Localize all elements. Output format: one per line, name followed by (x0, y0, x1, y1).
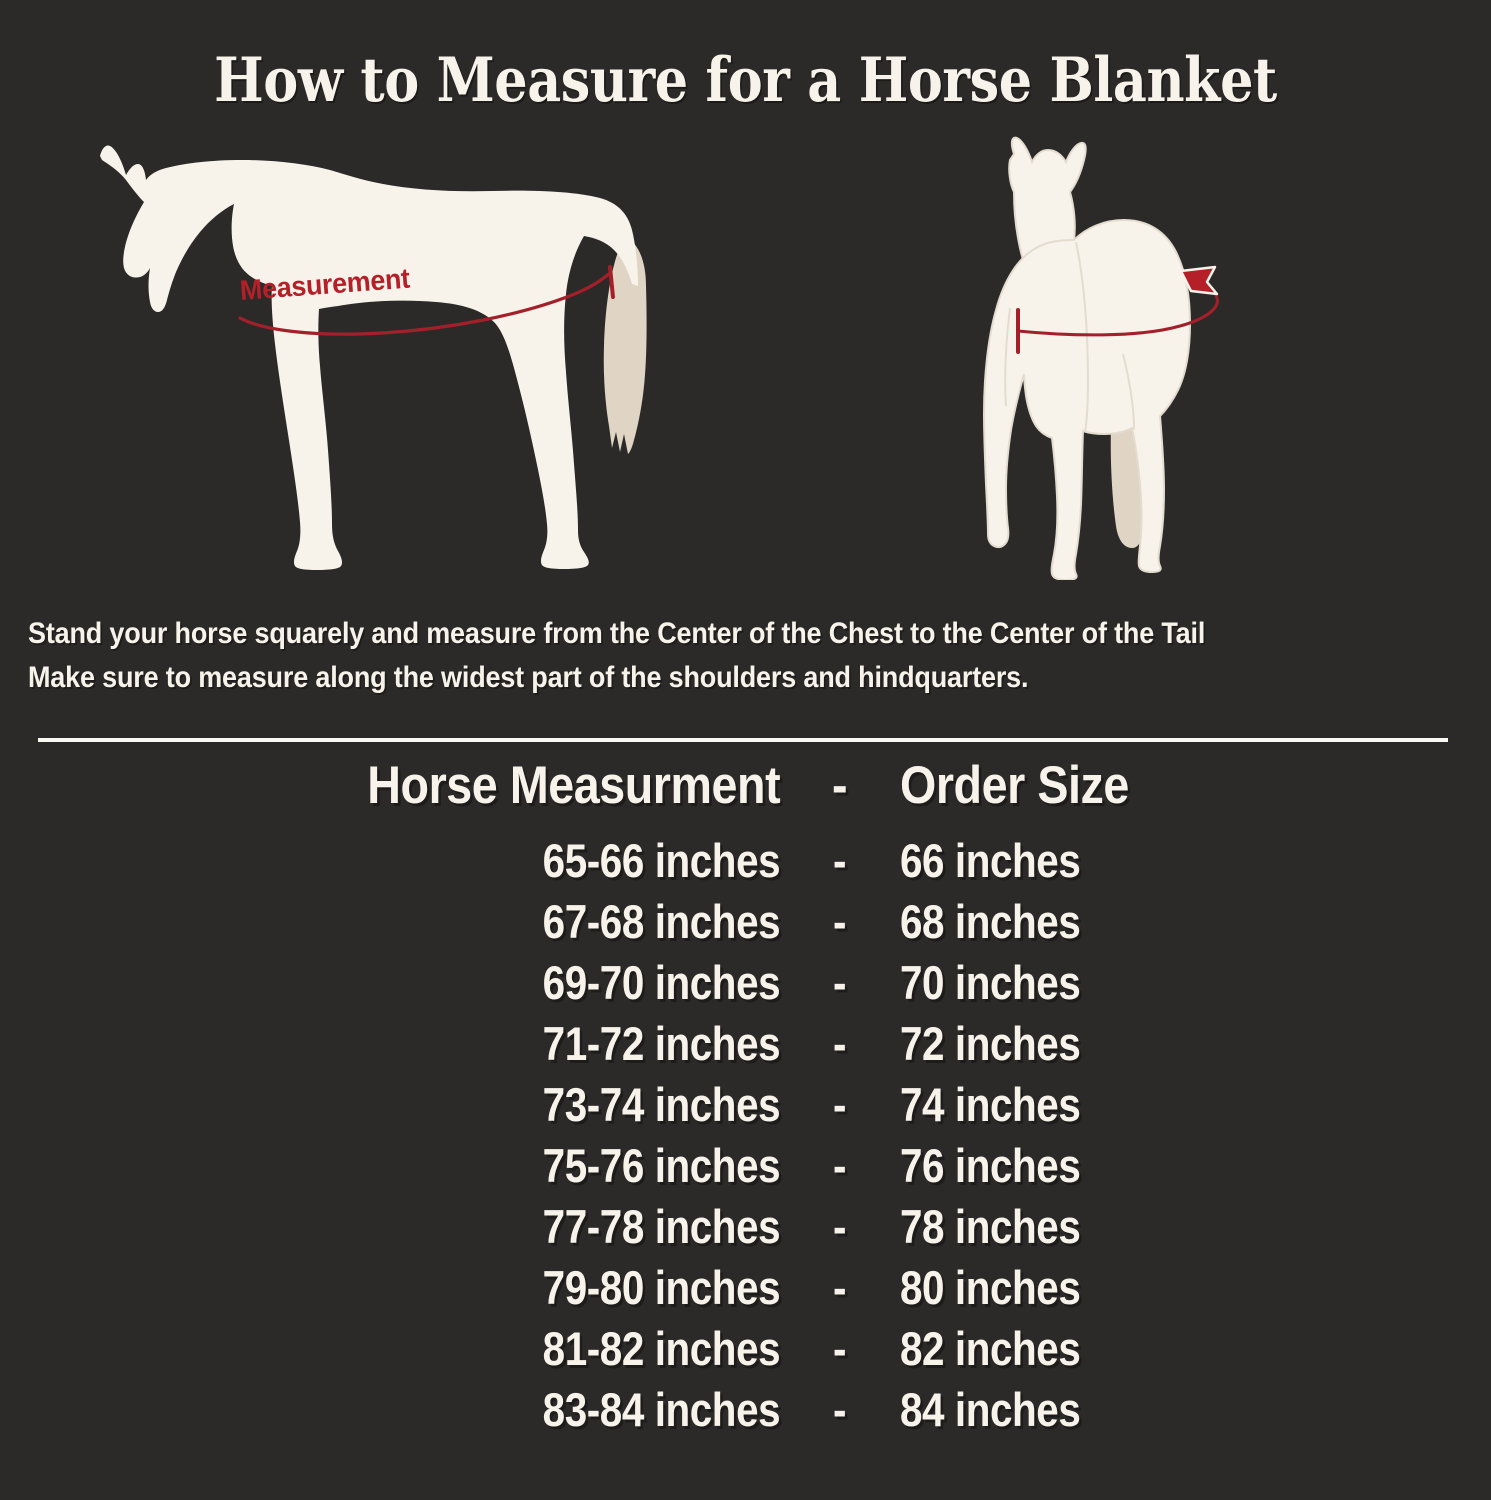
instructions-line-2: Make sure to measure along the widest pa… (28, 661, 1029, 694)
cell-dash: - (833, 1200, 847, 1253)
cell-measurement: 65-66 inches (542, 834, 780, 887)
cell-order-size: 74 inches (900, 1078, 1081, 1131)
cell-dash: - (833, 1261, 847, 1314)
cell-order-size: 76 inches (900, 1139, 1081, 1192)
table-row: 77-78 inches - 78 inches (0, 1200, 1491, 1261)
measurement-line (238, 265, 615, 336)
horse-side-body (100, 145, 638, 570)
horse-side-view: Measurement (62, 134, 682, 574)
cell-dash: - (833, 956, 847, 1009)
cell-order-size: 68 inches (900, 895, 1081, 948)
section-divider (38, 738, 1448, 742)
cell-order-size: 72 inches (900, 1017, 1081, 1070)
table-row: 73-74 inches - 74 inches (0, 1078, 1491, 1139)
cell-order-size: 66 inches (900, 834, 1081, 887)
cell-order-size: 84 inches (900, 1383, 1081, 1436)
cell-dash: - (833, 1383, 847, 1436)
page-title: How to Measure for a Horse Blanket (214, 45, 1277, 116)
header-order-size: Order Size (900, 756, 1129, 815)
cell-dash: - (833, 1078, 847, 1131)
size-chart-table: Horse Measurment - Order Size 65-66 inch… (0, 756, 1491, 1444)
table-row: 65-66 inches - 66 inches (0, 834, 1491, 895)
cell-measurement: 75-76 inches (542, 1139, 780, 1192)
header-measurement: Horse Measurment (367, 756, 780, 815)
instructions-line-1: Stand your horse squarely and measure fr… (28, 617, 1206, 650)
cell-dash: - (833, 1139, 847, 1192)
cell-dash: - (833, 834, 847, 887)
cell-dash: - (833, 1322, 847, 1375)
cell-measurement: 71-72 inches (542, 1017, 780, 1070)
cell-measurement: 79-80 inches (542, 1261, 780, 1314)
cell-measurement: 81-82 inches (542, 1322, 780, 1375)
cell-measurement: 83-84 inches (542, 1383, 780, 1436)
table-row: 71-72 inches - 72 inches (0, 1017, 1491, 1078)
cell-measurement: 67-68 inches (542, 895, 780, 948)
illustration-area: Measurement (0, 130, 1491, 595)
horse-rear-contours (1004, 241, 1135, 433)
cell-order-size: 70 inches (900, 956, 1081, 1009)
measurement-arrowhead (1179, 265, 1219, 296)
cell-order-size: 80 inches (900, 1261, 1081, 1314)
table-header-row: Horse Measurment - Order Size (0, 756, 1491, 834)
table-row: 79-80 inches - 80 inches (0, 1261, 1491, 1322)
cell-dash: - (833, 1017, 847, 1070)
cell-measurement: 69-70 inches (542, 956, 780, 1009)
table-row: 75-76 inches - 76 inches (0, 1139, 1491, 1200)
table-row: 69-70 inches - 70 inches (0, 956, 1491, 1017)
horse-rear-view (958, 130, 1258, 580)
cell-order-size: 78 inches (900, 1200, 1081, 1253)
cell-measurement: 77-78 inches (542, 1200, 780, 1253)
header-dash: - (832, 756, 848, 815)
cell-order-size: 82 inches (900, 1322, 1081, 1375)
cell-dash: - (833, 895, 847, 948)
table-row: 67-68 inches - 68 inches (0, 895, 1491, 956)
instructions: Stand your horse squarely and measure fr… (28, 612, 1324, 700)
cell-measurement: 73-74 inches (542, 1078, 780, 1131)
table-row: 81-82 inches - 82 inches (0, 1322, 1491, 1383)
table-row: 83-84 inches - 84 inches (0, 1383, 1491, 1444)
